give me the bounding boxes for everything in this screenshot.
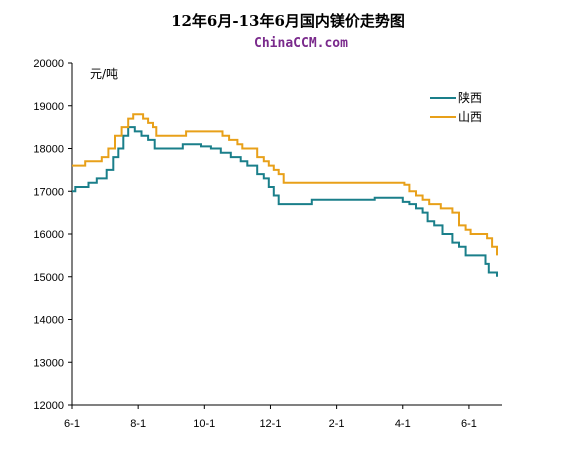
y-axis-unit: 元/吨: [90, 67, 118, 81]
legend-label-shanxi: 山西: [458, 110, 482, 124]
y-tick-label: 16000: [33, 229, 64, 241]
y-tick-label: 14000: [33, 315, 64, 327]
x-tick-label: 8-1: [130, 418, 146, 430]
legend: 陕西 山西: [430, 90, 482, 124]
x-tick-label: 2-1: [329, 418, 345, 430]
chart-subtitle: ChinaCCM.com: [254, 36, 348, 51]
y-tick-label: 19000: [33, 101, 64, 113]
chart-title: 12年6月-13年6月国内镁价走势图: [171, 12, 405, 30]
y-tick-label: 17000: [33, 186, 64, 198]
y-tick-label: 18000: [33, 144, 64, 156]
x-tick-label: 6-1: [461, 418, 477, 430]
series-line-shanxi: [72, 113, 498, 256]
series-line-shaanxi: [72, 126, 498, 277]
y-tick-label: 20000: [33, 58, 64, 70]
y-tick-label: 12000: [33, 400, 64, 412]
x-tick-label: 4-1: [395, 418, 411, 430]
y-tick-label: 13000: [33, 357, 64, 369]
x-tick-label: 12-1: [259, 418, 281, 430]
y-tick-label: 15000: [33, 272, 64, 284]
x-tick-label: 10-1: [193, 418, 215, 430]
x-tick-label: 6-1: [64, 418, 80, 430]
plot-area: 20000 19000 18000 17000 16000 15000 14000 13000…: [33, 58, 502, 430]
legend-label-shaanxi: 陕西: [458, 90, 482, 105]
